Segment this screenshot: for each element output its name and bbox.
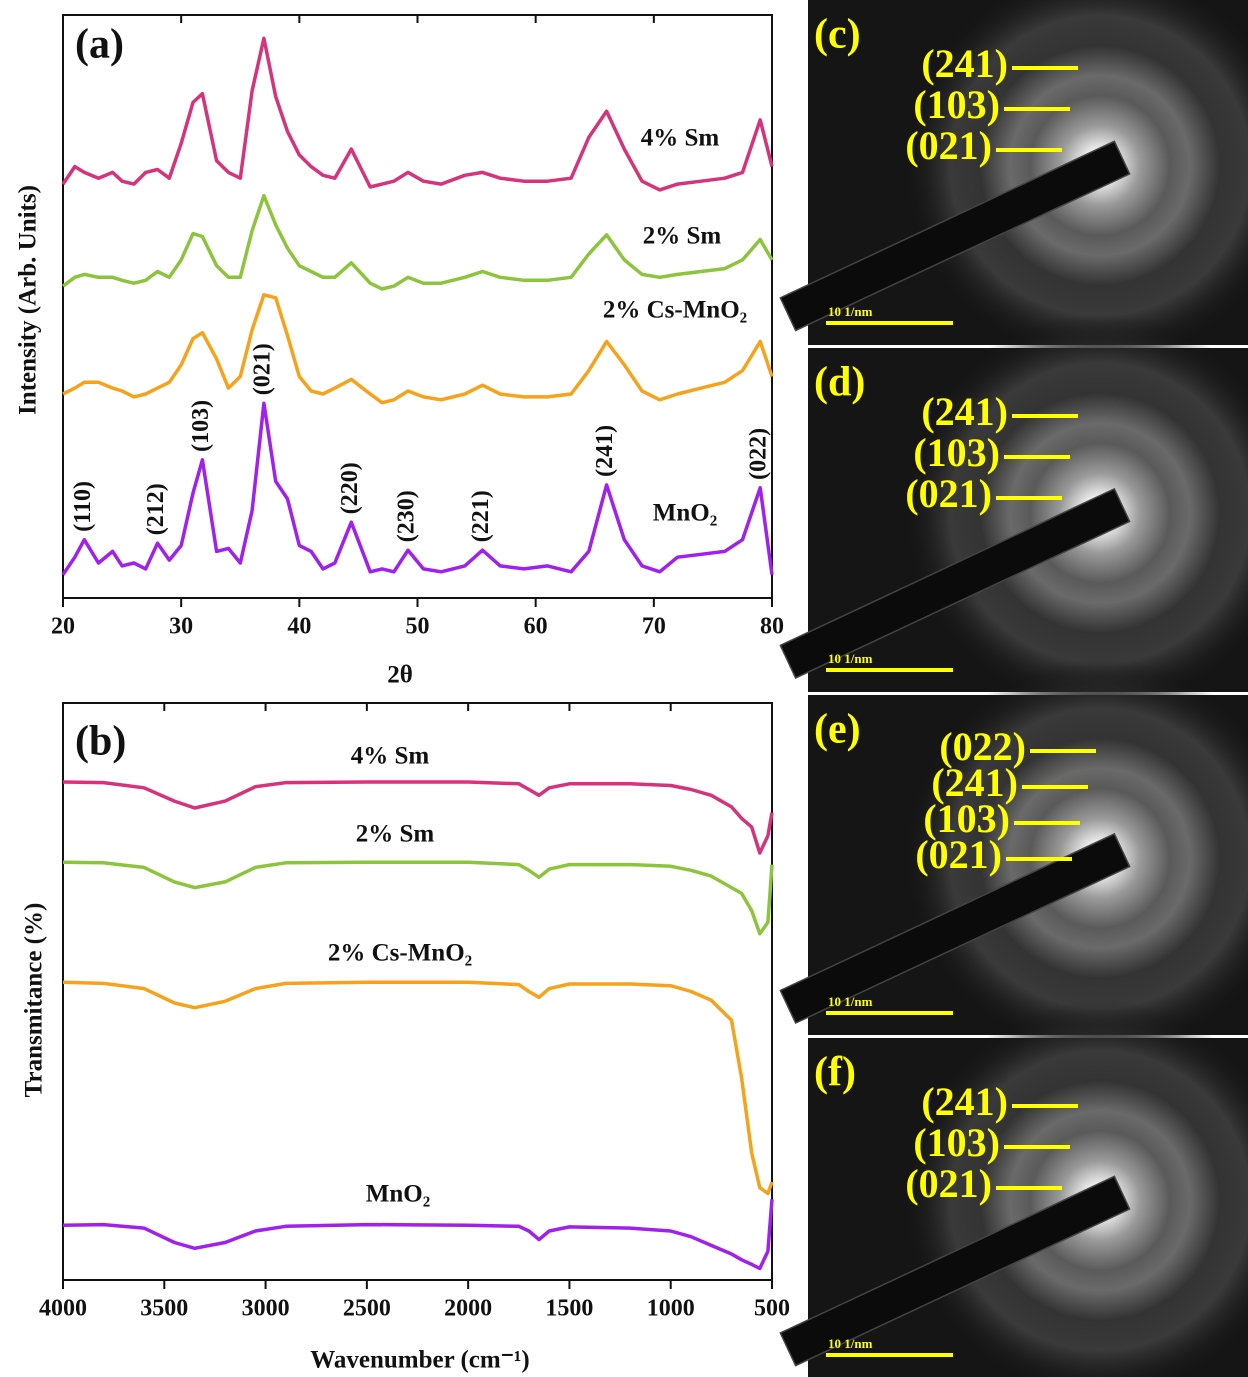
series-label: MnO₂ <box>366 1181 430 1208</box>
y-axis-title: Transmitance (%) <box>21 903 48 1098</box>
scale-label: 10 1/nm <box>828 304 873 319</box>
beam-stopper <box>779 140 1131 332</box>
x-tick-label: 1000 <box>647 1296 695 1322</box>
series-label: 2% Sm <box>356 821 435 848</box>
panel-label: (d) <box>814 360 865 406</box>
plane-label: (241) <box>931 760 1018 805</box>
series-line <box>62 293 774 405</box>
plane-label: (241) <box>921 389 1008 434</box>
saed-panel: (d) (241)(103)(021) 10 1/nm <box>779 313 1248 714</box>
x-tick-label: 50 <box>406 614 430 640</box>
plane-label: (103) <box>923 796 1010 841</box>
plot-frame <box>62 702 773 1281</box>
saed-panel: (c) (241)(103)(021) 10 1/nm <box>779 0 1248 366</box>
beam-stopper <box>779 832 1131 1025</box>
x-tick-label: 2000 <box>444 1296 492 1322</box>
panel-label: (c) <box>814 12 861 58</box>
series-line <box>62 980 774 1196</box>
peak-annotation: (022) <box>746 428 772 480</box>
peak-annotation: (241) <box>592 425 618 477</box>
saed-panel: (f) (241)(103)(021) 10 1/nm <box>779 1000 1248 1377</box>
scale-label: 10 1/nm <box>828 1336 873 1351</box>
beam-stopper <box>779 487 1131 679</box>
x-tick-label: 60 <box>524 614 548 640</box>
x-axis-title: 2θ <box>387 662 413 689</box>
peak-annotation: (221) <box>468 490 494 542</box>
series-label: 2% Sm <box>643 223 722 250</box>
plane-label: (021) <box>905 1161 992 1206</box>
x-tick-label: 40 <box>287 614 311 640</box>
plane-label: (241) <box>921 1079 1008 1124</box>
panel-label: (f) <box>814 1050 856 1096</box>
plane-label: (021) <box>905 471 992 516</box>
x-tick-label: 30 <box>169 614 193 640</box>
plane-label: (241) <box>921 41 1008 86</box>
series-line <box>62 1199 774 1271</box>
peak-annotation: (103) <box>188 400 214 452</box>
x-axis-title: Wavenumber (cm⁻¹) <box>310 1347 530 1374</box>
plane-label: (103) <box>913 430 1000 475</box>
series-label: 2% Cs-MnO₂ <box>328 940 472 967</box>
x-tick-label: 70 <box>642 614 666 640</box>
plane-label: (022) <box>939 724 1026 769</box>
series-line <box>62 780 774 855</box>
panel-label: (e) <box>814 707 861 753</box>
series-line <box>62 860 774 936</box>
series-line <box>61 36 774 192</box>
series-label: 4% Sm <box>351 743 430 770</box>
plane-label: (021) <box>905 123 992 168</box>
diffraction-rings <box>900 1000 1248 1377</box>
x-tick-label: 4000 <box>39 1296 87 1322</box>
beam-stopper <box>779 1175 1131 1367</box>
peak-annotation: (212) <box>143 483 169 535</box>
plane-label: (021) <box>915 832 1002 877</box>
y-axis-title: Intensity (Arb. Units) <box>15 185 42 415</box>
panel-label: (b) <box>75 719 126 765</box>
peak-annotation: (220) <box>337 462 363 514</box>
saed-panel: (e) (022)(241)(103)(021) 10 1/nm <box>779 658 1248 1059</box>
series-label: 2% Cs-MnO₂ <box>603 297 747 324</box>
plane-label: (103) <box>913 1120 1000 1165</box>
series-label: MnO₂ <box>653 500 717 527</box>
x-tick-label: 1500 <box>545 1296 593 1322</box>
x-tick-label: 3000 <box>242 1296 290 1322</box>
plane-label: (103) <box>913 82 1000 127</box>
panel-label: (a) <box>75 22 124 68</box>
peak-annotation: (230) <box>394 490 420 542</box>
scale-label: 10 1/nm <box>828 651 873 666</box>
series-line <box>61 193 774 291</box>
series-line <box>61 401 774 576</box>
peak-annotation: (021) <box>249 343 275 395</box>
peak-annotation: (110) <box>70 481 96 532</box>
x-tick-label: 20 <box>51 614 75 640</box>
x-tick-label: 500 <box>754 1296 790 1322</box>
series-label: 4% Sm <box>641 125 720 152</box>
x-tick-label: 3500 <box>140 1296 188 1322</box>
x-tick-label: 2500 <box>343 1296 391 1322</box>
scale-label: 10 1/nm <box>828 994 873 1009</box>
x-tick-label: 80 <box>760 614 784 640</box>
